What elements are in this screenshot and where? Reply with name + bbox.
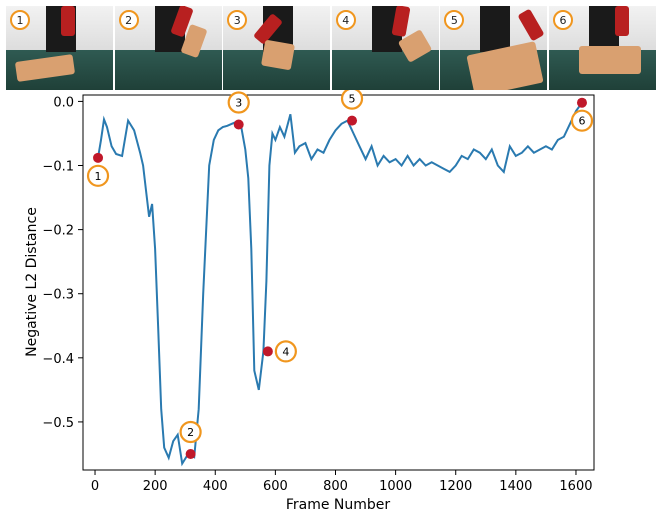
y-tick-label: −0.4 [42, 352, 74, 367]
frame-thumbnail-2: 2 [114, 6, 222, 90]
marker-badge-label: 4 [282, 345, 289, 358]
marker-badge-3 [227, 91, 250, 114]
marker-badge-2 [179, 420, 202, 444]
marker-badge-label: 3 [235, 96, 242, 109]
y-tick-label: 0.0 [53, 95, 74, 110]
x-tick-label: 1400 [499, 479, 532, 494]
series-line [94, 102, 583, 467]
y-axis-label: Negative L2 Distance [24, 207, 40, 357]
towel [579, 46, 641, 74]
x-tick-label: 400 [203, 479, 228, 494]
frame-number-badge: 2 [118, 10, 139, 30]
marker-badge-5 [340, 90, 364, 110]
x-tick-label: 0 [91, 479, 99, 494]
marker-badge-label: 5 [349, 93, 356, 106]
marker-badge-label: 6 [578, 115, 585, 128]
frame-table [114, 50, 222, 90]
x-tick-label: 800 [323, 479, 348, 494]
x-tick-label: 1200 [439, 479, 472, 494]
frame-number-badge: 4 [335, 10, 356, 30]
marker-badge-label: 1 [95, 170, 102, 183]
line-chart: 0.0 −0.1 −0.2 −0.3 −0.4 −0.5 0 200 400 600 800 100… [24, 90, 595, 513]
frame-markers: 1 2 3 4 5 6 [86, 90, 594, 459]
robot-base [480, 6, 511, 52]
marker-badge-6 [570, 109, 594, 132]
x-tick-label: 1600 [559, 479, 592, 494]
x-tick-label: 600 [263, 479, 288, 494]
frame-marker-6 [576, 97, 587, 108]
x-tick-label: 200 [143, 479, 168, 494]
frame-table [331, 50, 439, 90]
marker-badge-label: 2 [187, 426, 194, 439]
plot-area [82, 94, 595, 471]
frame-number-badge: 6 [553, 10, 573, 30]
marker-badge-4 [274, 340, 297, 363]
frame-thumbnail-6: 6 [549, 6, 656, 90]
y-tick-label: −0.3 [42, 288, 74, 303]
frame-number-badge: 3 [227, 10, 248, 30]
robot-arm [61, 6, 75, 36]
frame-marker-1 [93, 152, 104, 163]
frame-thumbnail-1: 1 [6, 6, 113, 90]
frame-thumbnail-4: 4 [331, 6, 439, 90]
y-tick-label: −0.1 [42, 160, 74, 175]
y-axis-ticks: 0.0 −0.1 −0.2 −0.3 −0.4 −0.5 [42, 95, 83, 431]
x-tick-label: 1000 [379, 479, 412, 494]
frame-number-badge: 1 [10, 10, 30, 30]
frame-number-badge: 5 [444, 10, 465, 30]
frame-thumbnail-5: 5 [440, 6, 548, 90]
frame-marker-2 [185, 448, 196, 459]
frame-marker-4 [262, 346, 273, 357]
y-tick-label: −0.5 [42, 416, 74, 431]
robot-arm [615, 6, 629, 36]
x-axis-label: Frame Number [286, 497, 391, 513]
robot-base [589, 6, 619, 52]
x-axis-ticks: 0 200 400 600 800 1000 1200 1400 1600 [91, 470, 593, 494]
frame-strip: 1 2 3 4 5 6 [6, 6, 656, 90]
frame-marker-5 [347, 115, 358, 126]
towel [261, 39, 296, 71]
marker-badge-1 [86, 164, 110, 187]
y-tick-label: −0.2 [42, 224, 74, 239]
frame-marker-3 [233, 119, 244, 130]
frame-thumbnail-3: 3 [223, 6, 331, 90]
